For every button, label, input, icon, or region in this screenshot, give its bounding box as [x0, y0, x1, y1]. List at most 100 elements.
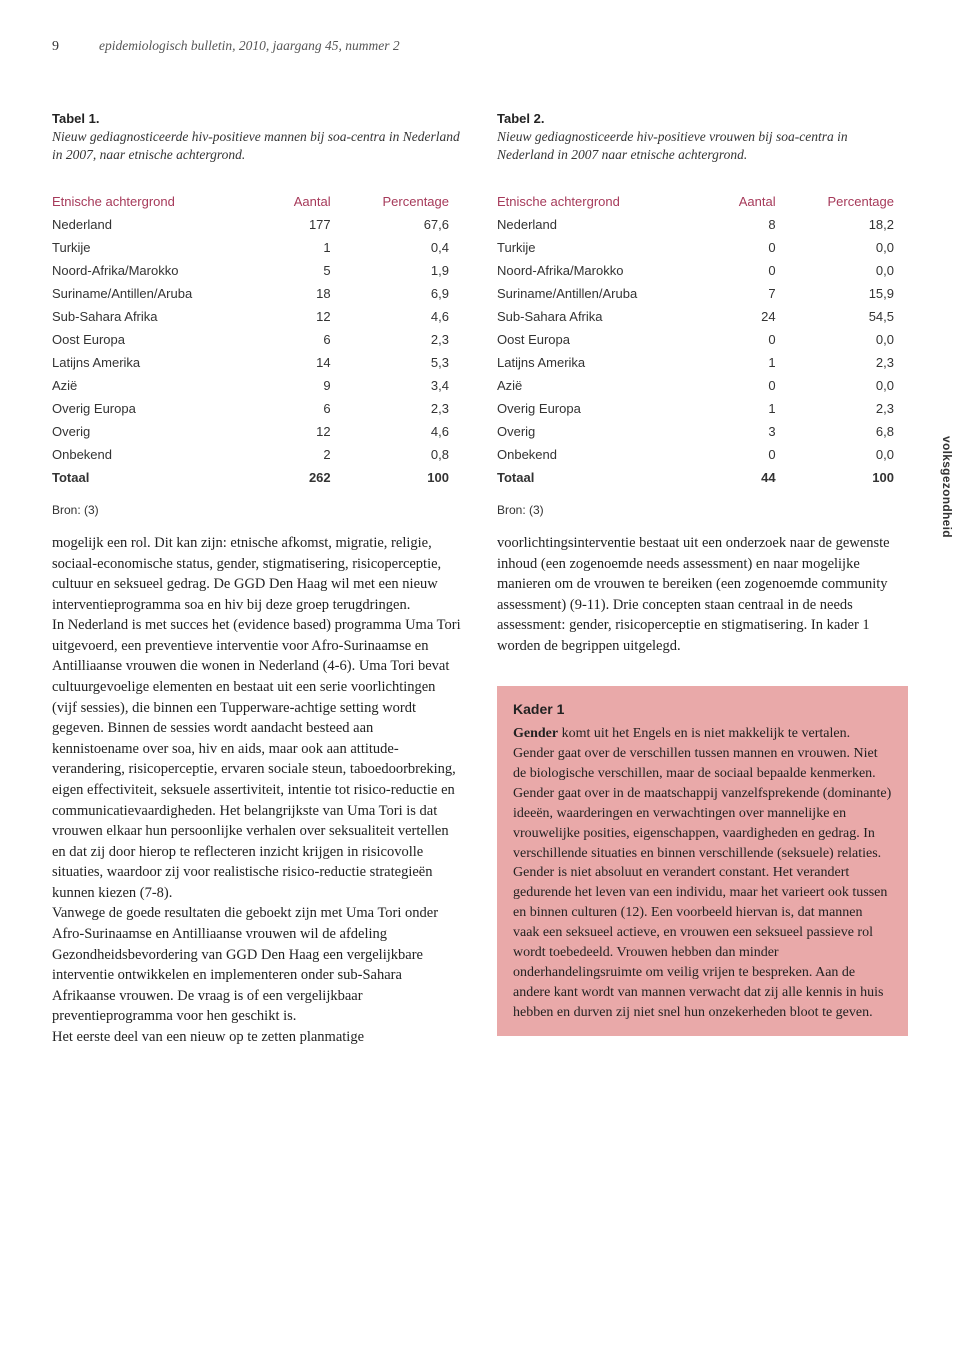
table-cell: Nederland	[52, 213, 270, 236]
page-number: 9	[52, 39, 59, 55]
table-cell: 5,3	[345, 351, 463, 374]
table-cell: Azië	[497, 374, 715, 397]
table-cell: 67,6	[345, 213, 463, 236]
table-row: Suriname/Antillen/Aruba186,9	[52, 282, 463, 305]
table-row: Turkije00,0	[497, 236, 908, 259]
side-tab-label: volksgezondheid	[938, 430, 956, 544]
table-row: Overig Europa12,3	[497, 397, 908, 420]
table-cell: Overig	[497, 420, 715, 443]
table-cell: 0,0	[790, 328, 908, 351]
table-cell: 0	[715, 328, 790, 351]
table1-head-col3: Percentage	[345, 190, 463, 213]
table2-head-col1: Etnische achtergrond	[497, 190, 715, 213]
table-cell: Sub-Sahara Afrika	[497, 305, 715, 328]
table-cell: Latijns Amerika	[52, 351, 270, 374]
right-column: Tabel 2. Nieuw gediagnosticeerde hiv-pos…	[497, 111, 908, 1047]
table-row: Oost Europa00,0	[497, 328, 908, 351]
table-cell: Turkije	[497, 236, 715, 259]
table-cell: 6	[270, 328, 345, 351]
table1-source: Bron: (3)	[52, 503, 463, 517]
table-cell: 15,9	[790, 282, 908, 305]
table-cell: 3,4	[345, 374, 463, 397]
table-cell: 44	[715, 466, 790, 489]
table-cell: 18,2	[790, 213, 908, 236]
table-row: Sub-Sahara Afrika2454,5	[497, 305, 908, 328]
table2-head-col3: Percentage	[790, 190, 908, 213]
table-row: Suriname/Antillen/Aruba715,9	[497, 282, 908, 305]
table-cell: 18	[270, 282, 345, 305]
table-cell: Noord-Afrika/Marokko	[497, 259, 715, 282]
table-total-row: Totaal262100	[52, 466, 463, 489]
table-row: Overig36,8	[497, 420, 908, 443]
table-cell: Overig Europa	[497, 397, 715, 420]
kader-box: Kader 1 Gender komt uit het Engels en is…	[497, 686, 908, 1036]
table-cell: Totaal	[497, 466, 715, 489]
table-cell: Onbekend	[52, 443, 270, 466]
table-row: Onbekend00,0	[497, 443, 908, 466]
table2-label: Tabel 2.	[497, 111, 908, 126]
table-cell: 177	[270, 213, 345, 236]
table-cell: 14	[270, 351, 345, 374]
table-row: Azië93,4	[52, 374, 463, 397]
table-cell: 4,6	[345, 305, 463, 328]
table1-head-col1: Etnische achtergrond	[52, 190, 270, 213]
table-row: Noord-Afrika/Marokko51,9	[52, 259, 463, 282]
table-row: Noord-Afrika/Marokko00,0	[497, 259, 908, 282]
table-cell: 8	[715, 213, 790, 236]
table-cell: 0,8	[345, 443, 463, 466]
table-cell: 6,8	[790, 420, 908, 443]
table2-caption: Nieuw gediagnosticeerde hiv-positieve vr…	[497, 128, 908, 170]
table-row: Nederland17767,6	[52, 213, 463, 236]
table-cell: Nederland	[497, 213, 715, 236]
table-cell: 100	[790, 466, 908, 489]
table-cell: 2,3	[345, 397, 463, 420]
table-cell: 2,3	[790, 351, 908, 374]
table-cell: 0	[715, 259, 790, 282]
table-row: Sub-Sahara Afrika124,6	[52, 305, 463, 328]
table-cell: Sub-Sahara Afrika	[52, 305, 270, 328]
table-cell: 5	[270, 259, 345, 282]
table-row: Overig Europa62,3	[52, 397, 463, 420]
table-row: Latijns Amerika12,3	[497, 351, 908, 374]
table-cell: Latijns Amerika	[497, 351, 715, 374]
table-cell: 12	[270, 305, 345, 328]
table-row: Turkije10,4	[52, 236, 463, 259]
table-cell: 12	[270, 420, 345, 443]
table-cell: 2	[270, 443, 345, 466]
table-cell: 0	[715, 374, 790, 397]
table-cell: Noord-Afrika/Marokko	[52, 259, 270, 282]
table-cell: 24	[715, 305, 790, 328]
body-text-left: mogelijk een rol. Dit kan zijn: etnische…	[52, 533, 463, 1047]
table-cell: 0,0	[790, 443, 908, 466]
table-cell: 0	[715, 236, 790, 259]
table2-source: Bron: (3)	[497, 503, 908, 517]
table2-head-col2: Aantal	[715, 190, 790, 213]
table-row: Latijns Amerika145,3	[52, 351, 463, 374]
table-cell: 9	[270, 374, 345, 397]
table-total-row: Totaal44100	[497, 466, 908, 489]
table-cell: Onbekend	[497, 443, 715, 466]
table1: Etnische achtergrond Aantal Percentage N…	[52, 190, 463, 489]
table-cell: Overig	[52, 420, 270, 443]
body-text-right: voorlichtingsinterventie bestaat uit een…	[497, 533, 908, 656]
table-row: Onbekend20,8	[52, 443, 463, 466]
running-header: 9 epidemiologisch bulletin, 2010, jaarga…	[52, 38, 908, 55]
table2: Etnische achtergrond Aantal Percentage N…	[497, 190, 908, 489]
table-cell: 1	[715, 397, 790, 420]
table-cell: 262	[270, 466, 345, 489]
table-cell: Totaal	[52, 466, 270, 489]
table1-head-col2: Aantal	[270, 190, 345, 213]
table-cell: 1	[270, 236, 345, 259]
table-row: Nederland818,2	[497, 213, 908, 236]
table-row: Oost Europa62,3	[52, 328, 463, 351]
table-cell: Oost Europa	[497, 328, 715, 351]
table-cell: 0,0	[790, 259, 908, 282]
table-cell: 0,4	[345, 236, 463, 259]
table-cell: Azië	[52, 374, 270, 397]
table-row: Overig124,6	[52, 420, 463, 443]
kader-text: Gender komt uit het Engels en is niet ma…	[513, 724, 892, 1022]
table-cell: 6	[270, 397, 345, 420]
table-cell: 100	[345, 466, 463, 489]
left-column: Tabel 1. Nieuw gediagnosticeerde hiv-pos…	[52, 111, 463, 1047]
kader-title: Kader 1	[513, 700, 892, 720]
